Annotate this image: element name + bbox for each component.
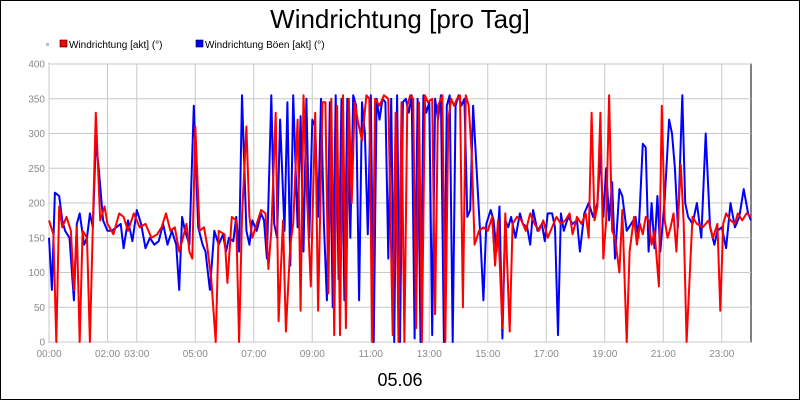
legend-swatch-gust-direction (195, 39, 204, 48)
series-layer (48, 94, 752, 343)
x-tick-label: 21:00 (651, 349, 676, 360)
x-tick-label: 13:00 (417, 349, 442, 360)
y-tick-label: 150 (28, 233, 45, 244)
y-tick-label: 50 (34, 303, 46, 314)
x-tick-label: 05:00 (183, 349, 208, 360)
y-tick-label: 200 (28, 199, 45, 210)
y-tick-label: 300 (28, 129, 45, 140)
x-tick-label: 00:00 (36, 349, 61, 360)
series-line-gust-direction (48, 94, 752, 343)
x-axis-label: 05.06 (377, 370, 422, 390)
x-tick-label: 09:00 (300, 349, 325, 360)
x-tick-label: 11:00 (359, 349, 384, 360)
x-tick-label: 02:00 (95, 349, 120, 360)
x-tick-label: 23:00 (709, 349, 734, 360)
x-axis-ticks: 00:00 02:00 03:00 05:00 07:00 09:00 11:00 13:00… (36, 349, 734, 360)
x-tick-label: 17:00 (534, 349, 559, 360)
legend: Windrichtung [akt] (°) Windrichtung Böen… (46, 39, 325, 51)
x-tick-label: 07:00 (241, 349, 266, 360)
y-axis-ticks: 0 50 100 150 200 250 300 350 400 (28, 60, 45, 349)
legend-label-gust-direction: Windrichtung Böen [akt] (°) (205, 40, 325, 51)
y-tick-label: 0 (39, 338, 45, 349)
chart-title: Windrichtung [pro Tag] (270, 4, 530, 34)
y-tick-label: 350 (28, 94, 45, 105)
legend-collapsed-marker (46, 43, 49, 46)
series-line-wind-direction (48, 94, 752, 343)
y-tick-label: 100 (28, 268, 45, 279)
legend-swatch-wind-direction (59, 39, 68, 48)
y-tick-label: 400 (28, 60, 45, 71)
legend-label-wind-direction: Windrichtung [akt] (°) (69, 40, 162, 51)
y-tick-label: 250 (28, 164, 45, 175)
x-tick-label: 15:00 (475, 349, 500, 360)
x-tick-label: 03:00 (124, 349, 149, 360)
x-tick-label: 19:00 (592, 349, 617, 360)
